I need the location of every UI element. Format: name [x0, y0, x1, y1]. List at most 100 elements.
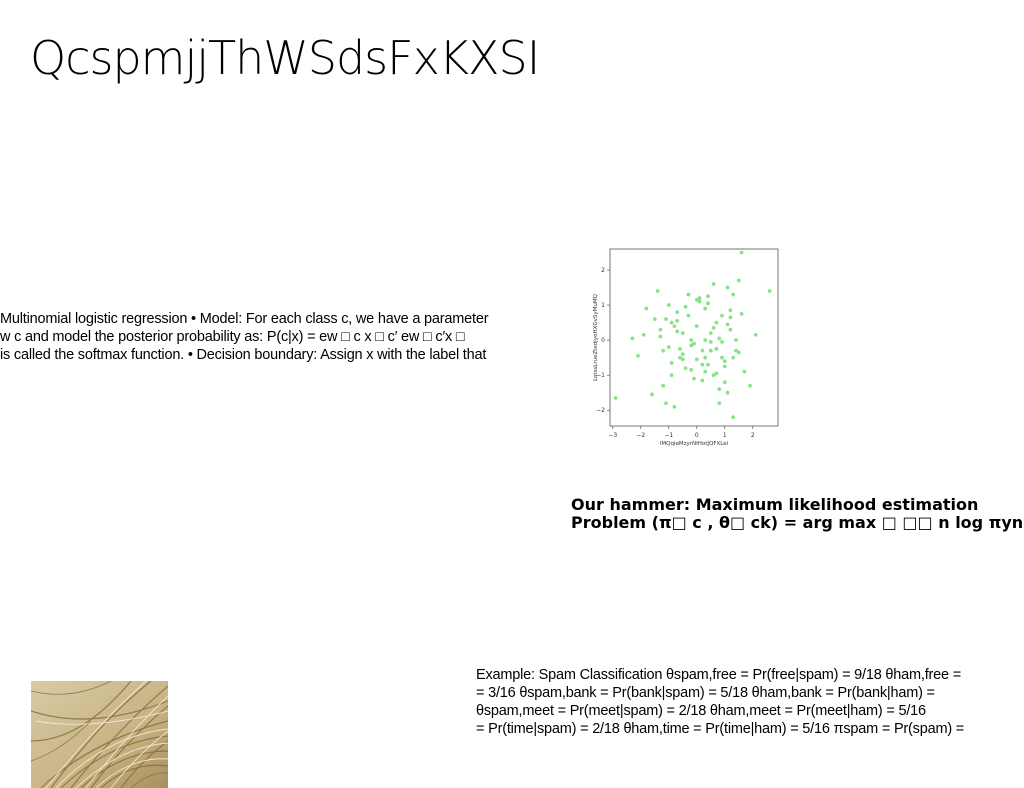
scatter-point — [703, 355, 708, 360]
scatter-point — [711, 325, 716, 330]
scatter-point — [708, 331, 713, 336]
scatter-point — [636, 354, 640, 358]
mle-text-block: Our hammer: Maximum likelihood estimatio… — [571, 496, 1024, 532]
scatter-point — [722, 359, 727, 364]
scatter-point — [714, 346, 719, 351]
text-line: Multinomial logistic regression • Model:… — [0, 311, 489, 327]
text-line: θspam,meet = Pr(meet|spam) = 2/18 θham,m… — [476, 703, 926, 719]
scatter-point — [678, 346, 682, 351]
scatter-point — [680, 352, 685, 357]
scatter-point — [664, 401, 668, 406]
y-tick-label: −2 — [596, 407, 605, 414]
scatter-point — [753, 332, 758, 337]
scatter-point — [736, 278, 741, 283]
scatter-point — [655, 289, 660, 293]
y-tick-label: 0 — [601, 337, 605, 344]
text-line: Problem (π□ c , θ□ ck) = arg max □ □□ n … — [571, 513, 1024, 532]
scatter-plot: −3 −2 −1 0 1 2 −2 −1 0 1 2 lMQqieMzyrNIHotJQFXLei Lo… — [593, 248, 779, 447]
slide-title: QcspmjjThWSdsFxKXSI — [30, 31, 540, 85]
scatter-point — [641, 332, 646, 337]
scatter-point — [717, 387, 722, 392]
scatter-point — [725, 285, 730, 290]
scatter-point — [613, 396, 618, 400]
scatter-point — [706, 362, 710, 367]
scatter-point — [720, 355, 724, 360]
scatter-point — [700, 348, 705, 353]
x-tick-label: 1 — [723, 432, 727, 439]
text-line: = 3/16 θspam,bank = Pr(bank|spam) = 5/18… — [476, 685, 935, 701]
scatter-point — [692, 376, 696, 381]
scatter-point — [675, 310, 680, 314]
x-tick-label: −1 — [664, 432, 673, 439]
scatter-point — [731, 355, 736, 360]
scatter-point — [725, 390, 730, 395]
spam-example-block: Example: Spam Classification θspam,free … — [476, 666, 1024, 738]
scatter-point — [686, 313, 691, 318]
scatter-point — [720, 339, 724, 344]
scatter-point — [683, 366, 688, 371]
scatter-point — [652, 317, 657, 321]
scatter-point — [767, 289, 772, 293]
scatter-point — [697, 299, 702, 304]
scatter-point — [706, 294, 710, 299]
scatter-point — [672, 404, 677, 409]
scatter-point — [734, 348, 738, 353]
scatter-point — [658, 334, 663, 339]
scatter-point — [630, 336, 635, 341]
scatter-point — [728, 308, 733, 313]
scatter-point — [717, 336, 722, 341]
scatter-point — [666, 345, 671, 350]
x-tick-label: 0 — [695, 432, 699, 439]
scatter-point — [700, 362, 705, 367]
scatter-point — [697, 296, 702, 300]
text-line: w c and model the posterior probability … — [0, 329, 465, 345]
scatter-point — [658, 327, 663, 332]
text-line: Our hammer: Maximum likelihood estimatio… — [571, 496, 979, 514]
scatter-point — [722, 364, 727, 369]
scatter-point — [734, 338, 738, 343]
x-tick-label: 2 — [751, 432, 755, 439]
scatter-point — [680, 357, 685, 362]
scatter-point — [669, 373, 674, 378]
scatter-point — [694, 324, 699, 329]
scatter-point — [678, 355, 682, 360]
scatter-point — [703, 306, 708, 311]
scatter-point — [739, 250, 744, 255]
y-axis-label: LotssLrueZtedjyoHXGvSyMuMQ — [593, 293, 599, 381]
scatter-point — [711, 373, 716, 378]
scatter-point — [717, 401, 722, 406]
scatter-point — [694, 297, 699, 302]
straw-photo — [31, 681, 168, 788]
scatter-point — [714, 371, 719, 376]
scatter-point — [736, 350, 741, 355]
scatter-point — [708, 339, 713, 344]
x-tick-label: −2 — [636, 432, 645, 439]
scatter-point — [683, 304, 688, 309]
scatter-point — [689, 343, 694, 348]
scatter-point — [711, 282, 716, 286]
scatter-point — [708, 348, 713, 353]
scatter-point — [703, 338, 708, 343]
scatter-point — [728, 315, 733, 320]
scatter-point — [739, 311, 744, 316]
y-tick-label: 1 — [601, 302, 605, 309]
scatter-point — [666, 303, 671, 307]
scatter-point — [728, 327, 733, 332]
scatter-point — [664, 317, 668, 321]
y-tick-label: 2 — [601, 267, 605, 274]
softmax-text-block: Multinomial logistic regression • Model:… — [0, 310, 560, 364]
text-line: Example: Spam Classification θspam,free … — [476, 667, 962, 683]
scatter-point — [720, 313, 724, 318]
text-line: = Pr(time|spam) = 2/18 θham,time = Pr(ti… — [476, 721, 965, 737]
scatter-point — [700, 378, 705, 383]
scatter-point — [680, 331, 685, 336]
scatter-point — [689, 368, 694, 372]
scatter-point — [644, 306, 649, 311]
scatter-point — [675, 318, 680, 323]
scatter-point — [689, 338, 694, 343]
scatter-point — [675, 329, 680, 334]
y-tick-label: −1 — [596, 372, 605, 379]
scatter-point — [742, 369, 747, 374]
scatter-point — [694, 357, 699, 362]
scatter-point — [669, 320, 674, 325]
